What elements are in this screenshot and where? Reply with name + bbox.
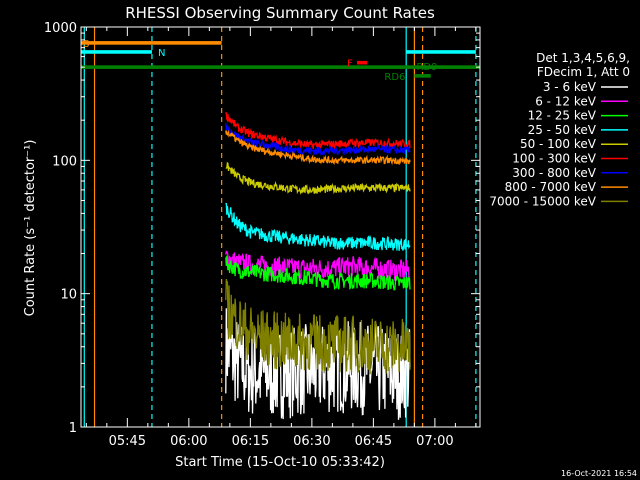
series-line-12-25-kev	[225, 255, 411, 291]
legend-entry-label: 25 - 50 keV	[528, 123, 597, 137]
x-axis-label: Start Time (15-Oct-10 05:33:42)	[175, 455, 385, 470]
flag-bar-rd9-5	[81, 65, 480, 69]
legend-entry-label: 100 - 300 keV	[512, 152, 596, 166]
x-tick-label: 05:45	[109, 434, 146, 449]
flag-bar-s-1	[81, 41, 222, 45]
axes: 1 10 100 1000 05:45 06:00 06:15 06:30 06:45 07:00	[44, 21, 481, 449]
flag-label-rd9: RD9	[416, 62, 437, 73]
x-tick-label: 06:45	[355, 434, 392, 449]
flag-bar-rd6-6	[414, 74, 431, 78]
y-tick-label: 10	[60, 288, 77, 303]
legend-header-line: Det 1,3,4,5,6,9,	[536, 51, 630, 65]
timestamp: 16-Oct-2021 16:54	[561, 469, 637, 478]
legend: Det 1,3,4,5,6,9,FDecim 1, Att 03 - 6 keV…	[489, 51, 630, 208]
legend-entry-label: 3 - 6 keV	[543, 80, 597, 94]
y-axis-label: Count Rate (s⁻¹ detector⁻¹)	[23, 140, 38, 317]
series-line-100-300-kev	[225, 112, 411, 151]
x-tick-label: 06:30	[293, 434, 330, 449]
legend-entry-label: 12 - 25 keV	[528, 109, 597, 123]
x-tick-label: 06:00	[170, 434, 207, 449]
flag-bar-n-2	[81, 50, 152, 54]
legend-entry-label: 7000 - 15000 keV	[489, 194, 596, 208]
flag-label-rd6: RD6	[384, 72, 405, 83]
flag-label-n: N	[158, 48, 165, 59]
y-tick-label: 1000	[44, 21, 77, 36]
flag-bar-f-4	[356, 60, 368, 65]
series-line-50-100-kev	[225, 161, 411, 195]
series-line-25-50-kev	[225, 202, 411, 251]
plot-area	[81, 27, 480, 427]
legend-entry-label: 6 - 12 keV	[535, 94, 597, 108]
flag-bar-n-3	[406, 50, 476, 54]
legend-entry-label: 800 - 7000 keV	[505, 180, 597, 194]
y-tick-label: 1	[69, 421, 77, 436]
x-tick-label: 06:15	[232, 434, 269, 449]
series-line-800-7000-kev	[225, 129, 411, 166]
series-line-300-800-kev	[225, 122, 411, 156]
legend-entry-label: 50 - 100 keV	[520, 137, 597, 151]
plot-frame	[80, 26, 481, 428]
x-tick-label: 07:00	[416, 434, 453, 449]
flag-label-f: F	[347, 59, 353, 70]
legend-entry-label: 300 - 800 keV	[512, 166, 596, 180]
legend-header-line: FDecim 1, Att 0	[537, 65, 630, 79]
series-line-7000-15000-kev	[225, 279, 411, 375]
y-tick-label: 100	[52, 154, 77, 169]
chart-title: RHESSI Observing Summary Count Rates	[125, 4, 435, 22]
flag-label-s: S	[83, 39, 89, 50]
